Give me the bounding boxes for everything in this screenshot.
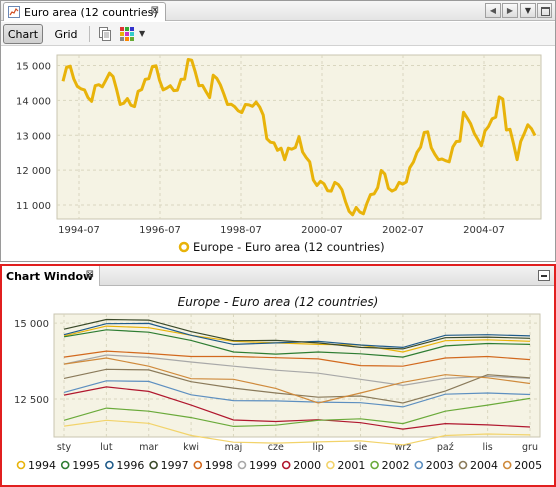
chart-window: Chart Window ⊠ Europe - Euro area (12 co… (0, 264, 556, 487)
series-line-1994 (63, 325, 531, 353)
y-tick-label: 12 000 (16, 166, 51, 177)
chart-window-tab-bar: Chart Window ⊠ (2, 266, 554, 286)
palette-dropdown-arrow[interactable]: ▼ (139, 29, 146, 38)
legend-label-1997: 1997 (161, 459, 189, 472)
tab-list-dropdown-button[interactable]: ▼ (520, 3, 536, 18)
y-tick-label: 15 000 (14, 319, 49, 330)
legend-label: Europe - Euro area (12 countries) (193, 240, 385, 254)
legend-marker-2004 (458, 460, 468, 470)
legend-marker (178, 241, 190, 253)
series-line-1995 (63, 329, 531, 358)
view-toolbar: Chart Grid ▼ (1, 22, 555, 46)
chart-window-tab[interactable]: Chart Window ⊠ (2, 266, 100, 286)
legend-marker-2000 (281, 460, 291, 470)
legend-label-2001: 2001 (337, 459, 365, 472)
series-line-2002 (63, 397, 531, 428)
x-tick-label: maj (225, 442, 243, 453)
x-tick-label: sty (57, 442, 72, 453)
y-tick-label: 11 000 (16, 201, 51, 212)
y-tick-label: 15 000 (16, 61, 51, 72)
x-tick-label: lis (483, 442, 493, 453)
close-tab-icon[interactable]: ⊠ (150, 5, 159, 16)
legend-marker-1995 (60, 460, 70, 470)
toolbar-separator (89, 26, 90, 42)
color-palette-icon[interactable] (119, 26, 135, 42)
x-tick-label: paź (437, 442, 454, 453)
legend-label-2004: 2004 (470, 459, 498, 472)
legend-label-1995: 1995 (72, 459, 100, 472)
legend-label-1996: 1996 (116, 459, 144, 472)
x-tick-label: cze (268, 442, 284, 453)
legend-label-2002: 2002 (382, 459, 410, 472)
close-chart-window-icon[interactable]: ⊠ (85, 269, 94, 280)
legend-marker-1997 (149, 460, 158, 470)
x-tick-label: 1996-07 (139, 225, 181, 236)
x-tick-label: kwi (183, 442, 199, 453)
chart-document-icon (8, 6, 20, 18)
plot-area (53, 313, 541, 438)
legend-marker-2001 (326, 460, 335, 470)
seasonal-chart: Europe - Euro area (12 countries) sty lut m… (14, 295, 542, 472)
legend-label-2005: 2005 (514, 459, 542, 472)
legend-marker-1998 (193, 460, 203, 470)
series-line-2003 (63, 380, 531, 408)
x-tick-label: 2000-07 (301, 225, 343, 236)
series-line-2000 (63, 386, 531, 430)
y-tick-label: 13 000 (16, 131, 51, 142)
copy-icon[interactable] (97, 26, 113, 42)
x-tick-label: 2004-07 (463, 225, 505, 236)
legend-marker-1994 (16, 460, 26, 470)
grid-view-button[interactable]: Grid (54, 27, 78, 41)
minimize-window-button[interactable] (538, 270, 550, 281)
legend-label-2003: 2003 (426, 459, 454, 472)
y-tick-label: 12 500 (14, 395, 49, 406)
legend-marker-2002 (370, 460, 379, 470)
chart-view-button[interactable]: Chart (3, 24, 43, 44)
x-tick-label: lut (100, 442, 113, 453)
series-line-euro-area (61, 58, 537, 217)
legend-marker-2003 (414, 460, 424, 470)
legend-marker-2005 (502, 460, 512, 470)
legend-label-1994: 1994 (28, 459, 56, 472)
chart-window-tab-title: Chart Window (6, 269, 94, 283)
legend-marker-1996 (105, 460, 114, 470)
legend-label-2000: 2000 (293, 459, 321, 472)
series-line-1999 (63, 354, 531, 387)
x-tick-label: gru (522, 442, 538, 453)
chart-title: Europe - Euro area (12 countries) (178, 295, 379, 309)
series-line-1997 (63, 318, 531, 350)
series-line-1998 (63, 350, 531, 367)
x-tick-label: wrz (395, 442, 412, 453)
document-tab-title: Euro area (12 countries) (24, 5, 158, 19)
y-tick-label: 14 000 (16, 96, 51, 107)
scroll-tabs-left-button[interactable]: ◀ (485, 3, 501, 18)
series-line-2005 (63, 357, 531, 404)
x-tick-label: 1994-07 (58, 225, 100, 236)
x-tick-label: 2002-07 (382, 225, 424, 236)
time-series-chart: 11 000 12 000 13 000 14 000 15 000 1994-07 199… (16, 54, 542, 254)
legend-label-1998: 1998 (205, 459, 233, 472)
x-tick-label: mar (139, 442, 158, 453)
x-tick-label: 1998-07 (220, 225, 262, 236)
legend-marker-1999 (237, 460, 247, 470)
scroll-tabs-right-button[interactable]: ▶ (502, 3, 518, 18)
restore-window-button[interactable] (537, 3, 552, 18)
time-series-window: Euro area (12 countries) ⊠ ◀ ▶ ▼ Chart G… (0, 0, 556, 262)
series-line-2001 (63, 419, 531, 446)
legend-label-1999: 1999 (249, 459, 277, 472)
x-tick-label: sie (354, 442, 368, 453)
x-tick-label: lip (313, 442, 324, 453)
document-tab-bar: Euro area (12 countries) ⊠ ◀ ▶ ▼ (1, 1, 555, 21)
document-tab[interactable]: Euro area (12 countries) ⊠ (3, 2, 166, 21)
